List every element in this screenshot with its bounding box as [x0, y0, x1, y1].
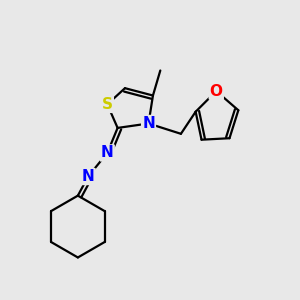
Text: O: O	[210, 84, 223, 99]
Text: N: N	[101, 146, 114, 160]
Text: N: N	[142, 116, 155, 131]
Text: N: N	[82, 169, 94, 184]
Text: S: S	[102, 97, 113, 112]
